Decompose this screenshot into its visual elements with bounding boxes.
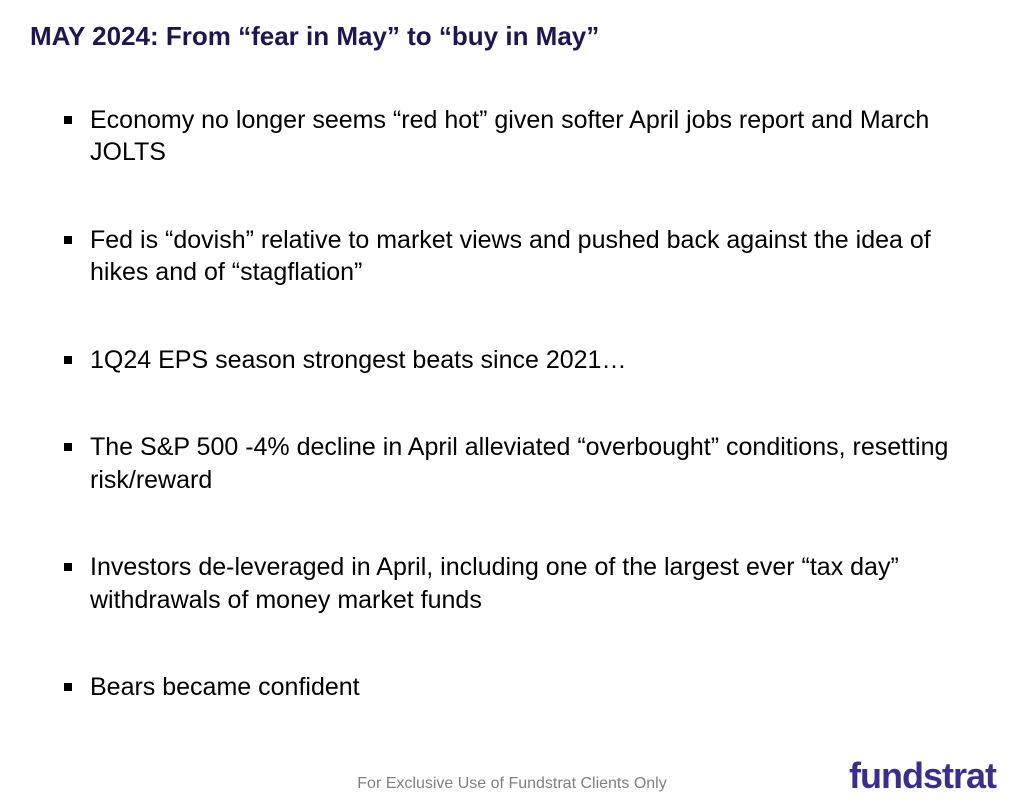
footer-text: For Exclusive Use of Fundstrat Clients O… (357, 775, 666, 792)
brand-logo: fundstrat (849, 755, 996, 797)
bullet-list: Economy no longer seems “red hot” given … (30, 104, 994, 704)
bullet-item: 1Q24 EPS season strongest beats since 20… (64, 344, 994, 377)
slide-title: MAY 2024: From “fear in May” to “buy in … (30, 20, 994, 54)
bullet-item: Fed is “dovish” relative to market views… (64, 224, 994, 289)
bullet-item: Economy no longer seems “red hot” given … (64, 104, 994, 169)
bullet-item: Bears became confident (64, 671, 994, 704)
bullet-item: The S&P 500 -4% decline in April allevia… (64, 431, 994, 496)
slide-container: MAY 2024: From “fear in May” to “buy in … (0, 0, 1024, 809)
bullet-item: Investors de-leveraged in April, includi… (64, 551, 994, 616)
